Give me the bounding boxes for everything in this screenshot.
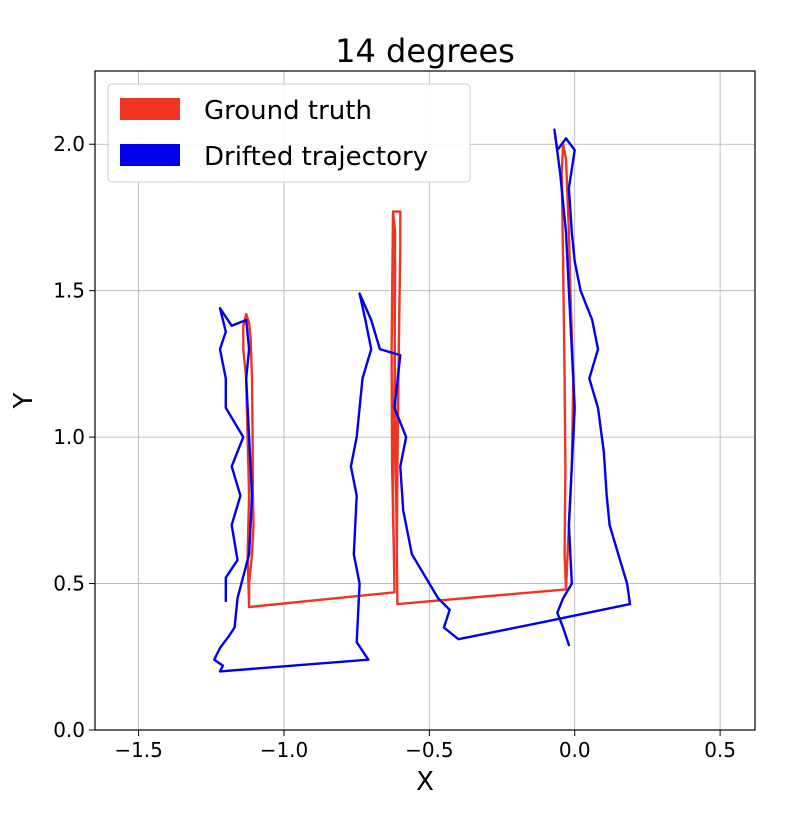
y-tick-label: 0.0 xyxy=(53,718,85,742)
ticks: −1.5 −1.0 −0.5 0.0 0.5 0.0 0.5 1.0 1.5 2.0 xyxy=(53,132,736,762)
x-tick-label: −0.5 xyxy=(405,738,454,762)
x-tick-label: −1.5 xyxy=(114,738,163,762)
plot-frame xyxy=(94,70,756,731)
y-tick-label: 1.5 xyxy=(53,279,85,303)
y-tick-label: 1.0 xyxy=(53,425,85,449)
y-tick-label: 2.0 xyxy=(53,132,85,156)
series-layer xyxy=(212,128,632,673)
legend-swatch-ground-truth xyxy=(120,98,180,120)
legend-box xyxy=(107,83,471,183)
legend-label-ground-truth: Ground truth xyxy=(204,96,372,126)
x-tick-label: 0.5 xyxy=(704,738,736,762)
legend-label-drifted-trajectory: Drifted trajectory xyxy=(204,142,428,172)
chart-title: 14 degrees xyxy=(335,32,515,70)
x-tick-label: 0.0 xyxy=(559,738,591,762)
y-axis-label: Y xyxy=(9,392,39,409)
legend-swatch-drifted-trajectory xyxy=(120,144,180,166)
legend: Ground truth Drifted trajectory xyxy=(107,83,471,183)
series-line-drifted-trajectory xyxy=(212,128,632,673)
y-tick-label: 0.5 xyxy=(53,572,85,596)
x-tick-label: −1.0 xyxy=(260,738,309,762)
x-axis-label: X xyxy=(416,767,434,797)
